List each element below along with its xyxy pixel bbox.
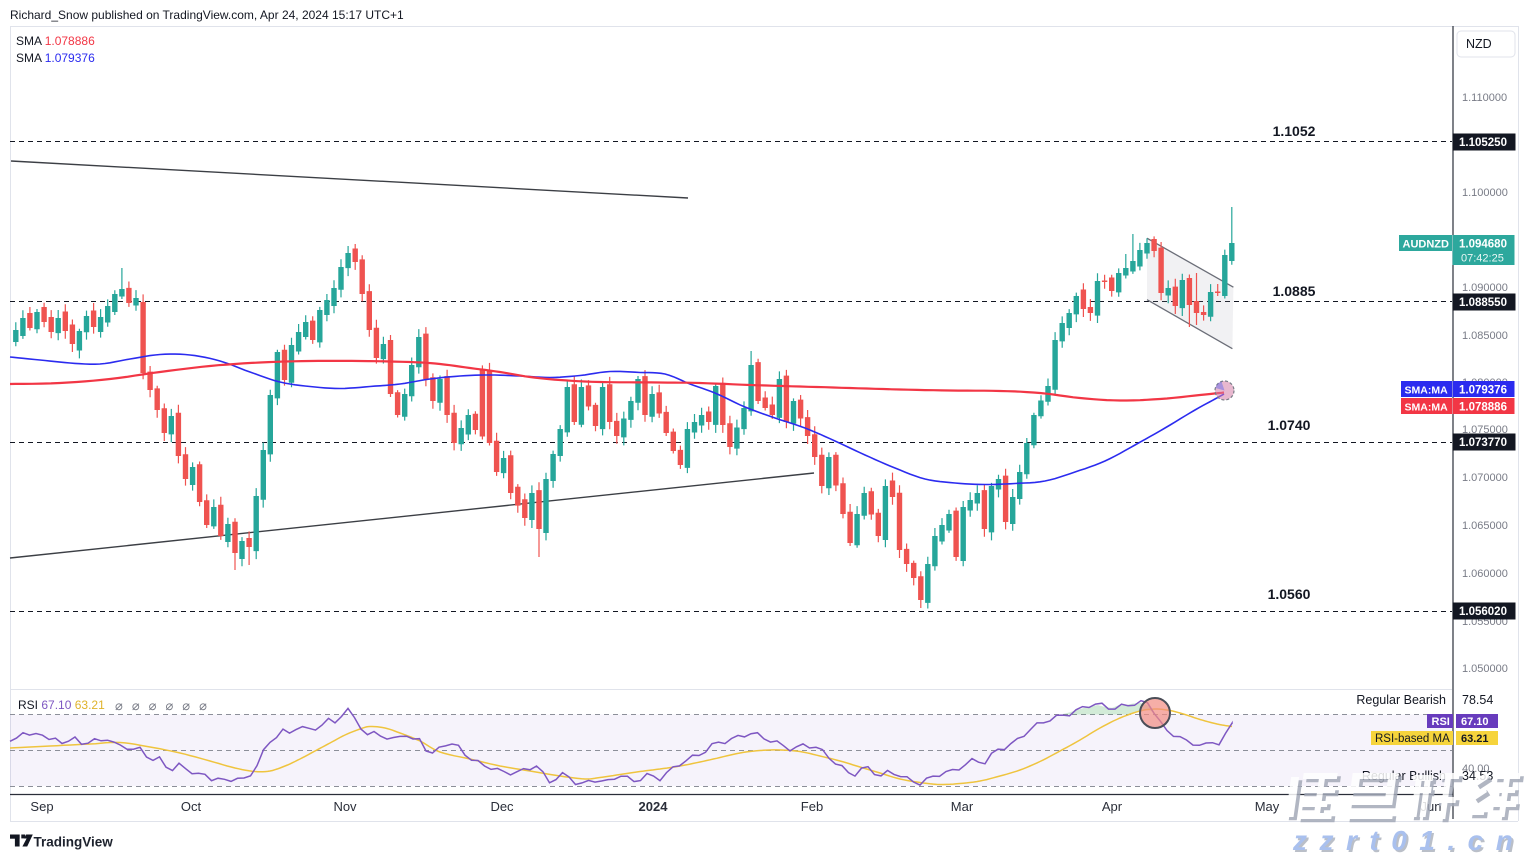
svg-text:2024: 2024	[639, 799, 669, 814]
svg-text:1.088550: 1.088550	[1459, 297, 1507, 309]
svg-text:SMA 1.078886: SMA 1.078886	[16, 34, 95, 48]
svg-text:NZD: NZD	[1466, 37, 1492, 51]
svg-text:1.105250: 1.105250	[1459, 137, 1507, 149]
svg-text:AUDNZD: AUDNZD	[1403, 239, 1449, 251]
svg-text:1.085000: 1.085000	[1462, 330, 1508, 342]
svg-text:Oct: Oct	[181, 799, 202, 814]
svg-text:TradingView: TradingView	[34, 835, 114, 850]
svg-text:SMA:MA: SMA:MA	[1405, 385, 1449, 397]
svg-text:1.1052: 1.1052	[1273, 123, 1316, 139]
svg-text:1.056020: 1.056020	[1459, 606, 1507, 618]
svg-text:1.100000: 1.100000	[1462, 187, 1508, 199]
svg-text:1.073770: 1.073770	[1459, 437, 1507, 449]
svg-text:Sep: Sep	[30, 799, 53, 814]
svg-text:78.54: 78.54	[1462, 693, 1493, 707]
svg-text:67.10: 67.10	[1461, 716, 1489, 728]
svg-text:Mar: Mar	[951, 799, 974, 814]
svg-text:1.078886: 1.078886	[1459, 402, 1507, 414]
svg-text:⌀⌀⌀⌀⌀⌀: ⌀⌀⌀⌀⌀⌀	[115, 698, 216, 713]
svg-text:1.075000: 1.075000	[1462, 424, 1508, 436]
svg-text:SMA 1.079376: SMA 1.079376	[16, 51, 95, 65]
svg-text:1.090000: 1.090000	[1462, 282, 1508, 294]
svg-text:Regular Bearish: Regular Bearish	[1356, 693, 1446, 707]
svg-text:63.21: 63.21	[1461, 733, 1489, 745]
svg-text:Feb: Feb	[801, 799, 823, 814]
svg-text:1.060000: 1.060000	[1462, 568, 1508, 580]
svg-text:07:42:25: 07:42:25	[1461, 253, 1504, 265]
svg-text:Richard_Snow published on Trad: Richard_Snow published on TradingView.co…	[10, 8, 404, 22]
svg-text:Dec: Dec	[490, 799, 514, 814]
svg-text:1.065000: 1.065000	[1462, 520, 1508, 532]
svg-text:40.00: 40.00	[1462, 763, 1490, 775]
svg-text:1.094680: 1.094680	[1459, 239, 1507, 251]
svg-text:1.0740: 1.0740	[1268, 417, 1311, 433]
svg-text:1.0560: 1.0560	[1268, 586, 1311, 602]
svg-text:RSI: RSI	[1432, 716, 1450, 728]
svg-text:1.110000: 1.110000	[1462, 92, 1507, 104]
svg-text:May: May	[1255, 799, 1280, 814]
svg-text:1.0885: 1.0885	[1273, 283, 1316, 299]
svg-text:1.079376: 1.079376	[1459, 385, 1507, 397]
svg-text:1.070000: 1.070000	[1462, 472, 1508, 484]
svg-text:1.050000: 1.050000	[1462, 663, 1508, 675]
svg-text:RSI-based MA: RSI-based MA	[1375, 733, 1450, 745]
svg-text:zzrt01.cn: zzrt01.cn	[1292, 825, 1525, 856]
svg-text:Nov: Nov	[333, 799, 357, 814]
svg-text:RSI 67.10 63.21: RSI 67.10 63.21	[18, 698, 105, 712]
svg-text:SMA:MA: SMA:MA	[1405, 402, 1449, 414]
svg-text:Apr: Apr	[1102, 799, 1123, 814]
